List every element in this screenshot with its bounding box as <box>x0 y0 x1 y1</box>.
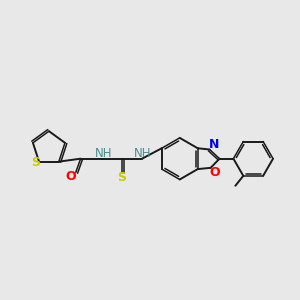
Text: O: O <box>65 170 76 183</box>
Text: N: N <box>208 138 219 151</box>
Text: O: O <box>209 166 220 179</box>
Text: NH: NH <box>134 147 152 160</box>
Text: S: S <box>117 171 126 184</box>
Text: NH: NH <box>95 147 112 160</box>
Text: S: S <box>32 156 40 169</box>
